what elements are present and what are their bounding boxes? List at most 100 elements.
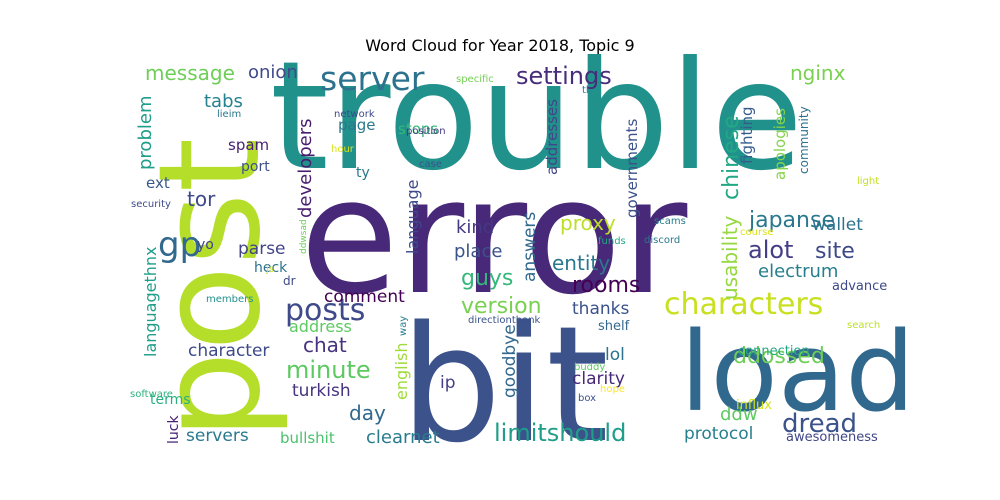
word-entity: entity xyxy=(552,251,610,275)
word-buddy: buddy xyxy=(574,362,605,373)
word-influx: influx xyxy=(736,398,772,413)
word-tabs: tabs xyxy=(204,91,243,112)
word-gp: gp xyxy=(158,225,201,265)
word-community: community xyxy=(797,106,811,174)
word-guys: guys xyxy=(461,266,513,291)
word-stops: stops xyxy=(398,120,438,138)
word-position: position xyxy=(406,126,446,137)
word-answers: answers xyxy=(520,212,540,282)
word-wallet: wallet xyxy=(812,215,863,235)
word-proxy: proxy xyxy=(560,211,616,235)
word-awesomeness: awesomeness xyxy=(786,430,878,445)
word-dr: dr xyxy=(283,274,296,288)
word-problem: problem xyxy=(135,96,156,170)
word-clarity: clarity xyxy=(572,369,625,389)
word-english: english xyxy=(392,342,411,400)
word-languagethnx: languagethnx xyxy=(141,246,160,357)
word-post: post xyxy=(129,138,292,440)
word-shelf: shelf xyxy=(598,319,630,334)
word-japanse: japanse xyxy=(748,208,835,233)
word-directionthank: directionthank xyxy=(468,315,541,326)
word-limitshould: limitshould xyxy=(494,419,626,447)
word-minute: minute xyxy=(286,356,371,384)
word-spam: spam xyxy=(228,136,269,154)
word-chinese: chinese xyxy=(719,115,744,200)
word-dread: dread xyxy=(782,409,857,439)
word-specific: specific xyxy=(456,74,494,85)
word-posts: posts xyxy=(285,293,365,328)
word-ext: ext xyxy=(146,174,170,192)
word-js: js xyxy=(265,264,274,275)
word-way: way xyxy=(398,316,409,336)
word-case: case xyxy=(419,159,442,170)
word-software: software xyxy=(130,389,173,400)
word-trouble: trouble xyxy=(270,30,803,204)
word-thanks: thanks xyxy=(572,299,629,319)
word-scams: scams xyxy=(654,216,686,227)
word-tl: tl xyxy=(582,85,589,96)
chart-title: Word Cloud for Year 2018, Topic 9 xyxy=(365,36,635,55)
word-lol: lol xyxy=(605,345,625,365)
word-ip: ip xyxy=(440,373,456,393)
word-hour: hour xyxy=(331,144,355,155)
word-members: members xyxy=(206,294,253,305)
word-bit: bit xyxy=(400,291,609,478)
word-light: light xyxy=(857,176,879,187)
word-nginx: nginx xyxy=(790,61,846,85)
word-server: server xyxy=(320,59,425,98)
word-network: network xyxy=(334,109,375,120)
word-ty: ty xyxy=(356,165,370,181)
word-character: character xyxy=(188,341,269,361)
word-place: place xyxy=(454,241,502,262)
word-lieim: lieim xyxy=(217,109,241,120)
word-addresses: addresses xyxy=(543,99,561,175)
word-advance: advance xyxy=(832,279,887,294)
word-luck: luck xyxy=(166,415,182,444)
word-version: version xyxy=(461,294,542,319)
word-usability: usability xyxy=(718,215,742,300)
word-settings: settings xyxy=(516,62,612,90)
word-box: box xyxy=(578,393,596,404)
word-search: search xyxy=(847,320,880,331)
word-characters: characters xyxy=(664,287,823,322)
word-language: language xyxy=(403,180,422,255)
word-hope: hope xyxy=(600,384,625,395)
word-address: address xyxy=(289,317,352,336)
word-funds: funds xyxy=(598,236,626,247)
word-turkish: turkish xyxy=(292,381,351,401)
word-fighting: fighting xyxy=(738,106,756,164)
word-page: page xyxy=(338,116,375,134)
word-ddwsad: ddwsad xyxy=(299,219,309,254)
word-error: error xyxy=(300,143,688,330)
word-developers: developers xyxy=(295,118,316,218)
word-clearnet: clearnet xyxy=(366,427,440,448)
word-electrum: electrum xyxy=(758,261,838,282)
word-kind: kind xyxy=(456,217,494,238)
word-rooms: rooms xyxy=(572,273,640,298)
word-alot: alot xyxy=(748,236,793,264)
word-comment: comment xyxy=(324,287,405,307)
word-site: site xyxy=(815,239,855,264)
word-goodbye: goodbye xyxy=(500,324,520,398)
word-parse: parse xyxy=(238,239,286,259)
word-tor: tor xyxy=(187,187,216,211)
word-protocol: protocol xyxy=(684,424,753,444)
word-heck: heck xyxy=(254,260,288,276)
word-onion: onion xyxy=(248,62,298,83)
word-apologies: apologies xyxy=(771,108,789,180)
word-port: port xyxy=(241,159,270,175)
word-discord: discord xyxy=(644,235,680,246)
word-ddossed: ddossed xyxy=(733,344,825,369)
word-message: message xyxy=(145,61,235,85)
word-servers: servers xyxy=(186,426,249,446)
word-load: load xyxy=(680,308,915,436)
word-course: course xyxy=(740,227,773,238)
word-bullshit: bullshit xyxy=(280,429,335,447)
word-terms: terms xyxy=(150,392,191,408)
word-governments: governments xyxy=(623,119,641,218)
word-connection: connection xyxy=(738,344,810,359)
word-ddw: ddw xyxy=(720,404,758,425)
word-day: day xyxy=(349,401,386,425)
word-security: security xyxy=(131,199,171,210)
